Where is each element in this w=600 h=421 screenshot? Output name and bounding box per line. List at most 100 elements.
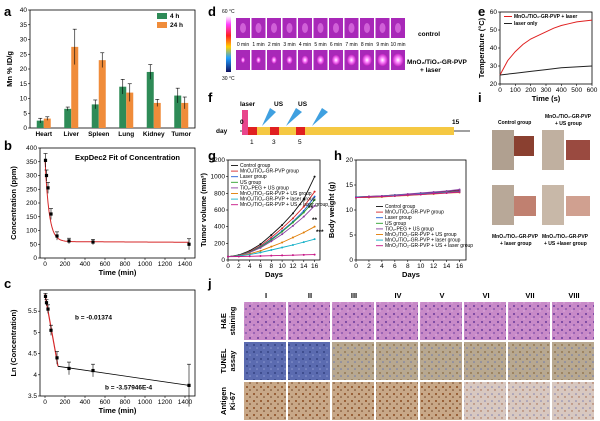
x-tick-label: 1000 <box>138 261 153 268</box>
x-tick-label: 4 <box>248 263 252 270</box>
category-label: Heart <box>35 131 52 138</box>
y-tick-label: 0 <box>349 257 353 264</box>
bar <box>36 120 44 128</box>
photo-label-us-1: MnO₂/TiO₂-GR-PVP <box>545 114 592 120</box>
data-point <box>259 251 262 254</box>
x-tick-label: 1400 <box>178 399 193 406</box>
y-tick-label: 5 <box>33 329 37 336</box>
photo-label-control: Control group <box>498 120 531 126</box>
histology-image <box>244 302 286 340</box>
thermal-time-label: 4 min <box>299 42 311 48</box>
y-tick-label: 150 <box>26 214 37 221</box>
data-point <box>302 215 305 218</box>
x-tick-label: 600 <box>587 87 598 94</box>
y-tick-label: 5 <box>23 110 27 117</box>
data-point <box>458 188 461 191</box>
bar <box>174 95 182 128</box>
data-point <box>313 175 316 178</box>
y-tick-label: 300 <box>26 173 37 180</box>
legend-label: Control group <box>385 204 416 210</box>
schedule-us-label-2: US <box>298 101 308 108</box>
data-point <box>302 198 305 201</box>
data-point <box>313 204 316 207</box>
data-point <box>91 368 95 373</box>
x-tick-label: 4 <box>380 263 384 270</box>
x-tick-label: 6 <box>259 263 263 270</box>
y-tick-label: 40 <box>490 45 498 52</box>
y-axis-label: Mn % ID/g <box>5 51 14 87</box>
histology-column-label: IV <box>394 291 401 300</box>
y-tick-label: 50 <box>30 241 38 248</box>
x-axis-label: Days <box>402 270 420 279</box>
data-point <box>259 249 262 252</box>
thermal-spot-control <box>379 23 386 33</box>
histology-image <box>376 382 418 420</box>
panel-letter-i: i <box>478 90 482 105</box>
thermal-spot-control <box>286 23 293 33</box>
x-tick-label: 1200 <box>158 261 173 268</box>
y-tick-label: 400 <box>26 145 37 152</box>
photo-combo-tumor <box>566 196 590 216</box>
legend-label: 24 h <box>170 22 183 29</box>
data-point <box>187 383 191 387</box>
bar <box>126 92 134 128</box>
x-tick-label: 12 <box>289 263 297 270</box>
data-point <box>227 255 229 258</box>
thermal-frames: 0 min 1 min 2 min 3 min 4 min 5 min 6 min 7 min… <box>236 18 406 70</box>
thermal-time-label: 8 min <box>361 42 373 48</box>
photo-us-mouse <box>542 130 564 170</box>
data-point <box>281 241 284 244</box>
legend-label: TiO₂-PEG + US group <box>240 185 289 191</box>
thermal-spot-control <box>255 23 262 33</box>
bar <box>146 71 154 128</box>
y-tick-label: 30 <box>20 37 28 44</box>
x-tick-label: 0 <box>43 399 47 406</box>
panel-letter-f: f <box>208 90 213 105</box>
data-point <box>432 192 435 195</box>
x-tick-label: 300 <box>541 87 552 94</box>
y-axis-label: Ln (Concentration) <box>9 309 18 377</box>
data-point <box>43 294 48 298</box>
data-point <box>302 253 305 256</box>
x-tick-label: 8 <box>406 263 410 270</box>
y-axis-label: Concentration (ppm) <box>9 166 18 240</box>
legend-label: Laser group <box>385 215 412 221</box>
histology-image <box>508 302 550 340</box>
data-point <box>281 254 284 257</box>
data-point <box>270 254 273 257</box>
histology-image <box>420 382 462 420</box>
x-tick-label: 12 <box>430 263 438 270</box>
data-point <box>46 186 50 190</box>
data-point <box>313 225 316 228</box>
thermal-spot-treated <box>392 53 404 67</box>
legend-label: MnO₂/TiO₂-GR-PVP + US group <box>240 191 312 197</box>
legend-label: Laser group <box>240 174 267 180</box>
data-point <box>237 255 240 258</box>
data-point <box>270 234 273 236</box>
category-label: Spleen <box>88 131 109 138</box>
chart-ln-concentration: 0 200 400 600 800 1000 1200 1400 3.5 4 4.5 5 5.5 Time… <box>9 289 196 415</box>
thermal-scale-max: 60 °C <box>222 9 235 15</box>
x-tick-label: 500 <box>571 87 582 94</box>
data-point <box>302 205 305 208</box>
legend-label: laser only <box>514 21 538 27</box>
thermal-spot-treated <box>316 55 325 65</box>
data-point <box>445 192 448 194</box>
x-tick-label: 0 <box>43 261 47 268</box>
data-point <box>380 195 383 198</box>
treatment-schedule: laser US US 0 15 day 1 3 5 <box>216 101 470 146</box>
tumor-photos: Control group MnO₂/TiO₂-GR-PVP + US grou… <box>492 114 592 247</box>
histology-row-label: Ki-67 <box>228 392 237 410</box>
thermal-time-label: 6 min <box>330 42 342 48</box>
y-tick-label: 20 <box>490 81 498 88</box>
schedule-us-label-1: US <box>274 101 284 108</box>
thermal-spot-treated <box>301 55 309 65</box>
histology-column-label: II <box>308 291 312 300</box>
photo-control-tumor <box>514 136 534 156</box>
chart-title: ExpDec2 Fit of Concentration <box>75 153 180 162</box>
chart-body-weight: 0 2 4 6 8 10 12 14 16 0 5 10 15 20 Days Body weight (g)… <box>327 157 473 279</box>
data-point <box>248 253 251 256</box>
data-point <box>281 233 284 236</box>
data-point <box>281 230 284 233</box>
x-tick-label: 400 <box>80 399 91 406</box>
